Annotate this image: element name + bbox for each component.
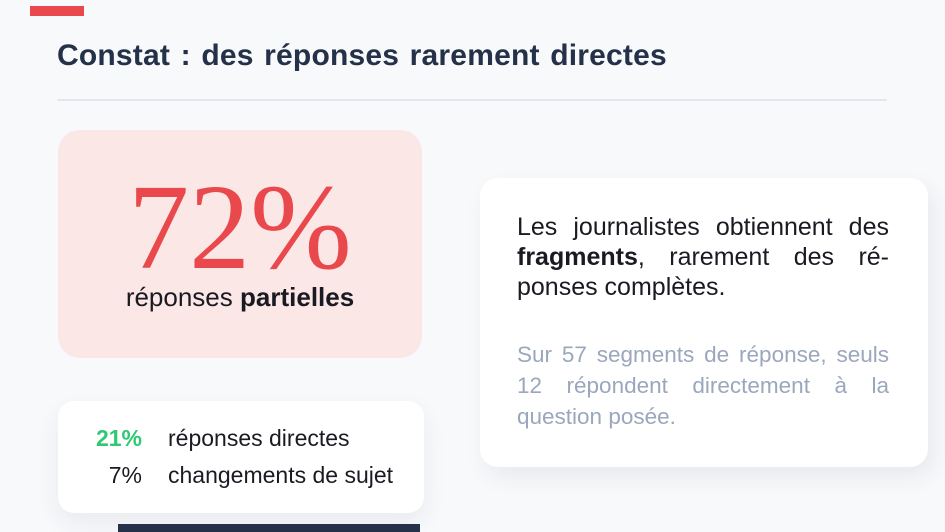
partial-responses-card: 72% réponses partielles <box>58 130 422 358</box>
top-accent-bar <box>30 6 84 16</box>
stat-label: réponses partielles <box>126 282 354 313</box>
stat-label-bold: partielles <box>240 282 355 313</box>
breakdown-value-direct: 21% <box>95 425 142 451</box>
stat-value: 72% <box>128 159 352 295</box>
insight-lead: Les journalistes obtiennent des fragment… <box>517 212 889 302</box>
insight-lead-prefix: Les journalistes obtiennent des <box>517 213 889 241</box>
title-divider <box>57 99 887 101</box>
insight-note: Sur 57 segments de réponse, seuls 12 rép… <box>517 342 889 429</box>
breakdown-row-direct: 21% réponses directes <box>58 420 424 457</box>
slide-title: Constat : des réponses rarement directes <box>57 39 667 72</box>
breakdown-value-subject-change: 7% <box>108 462 142 488</box>
insight-lead-suffix: , rarement des ré­ponses complètes. <box>517 243 889 301</box>
breakdown-label-subject-change: changements de sujet <box>168 462 394 488</box>
insight-card: Les journalistes obtiennent des fragment… <box>480 178 928 467</box>
breakdown-row-subject-change: 7% changements de sujet <box>58 457 424 494</box>
breakdown-label-direct: réponses directes <box>168 425 350 451</box>
bottom-progress-bar <box>118 524 420 532</box>
stat-label-regular: réponses <box>125 282 233 313</box>
insight-lead-bold-term: fragments <box>517 243 638 271</box>
breakdown-card: 21% réponses directes 7% changements de … <box>58 401 424 513</box>
